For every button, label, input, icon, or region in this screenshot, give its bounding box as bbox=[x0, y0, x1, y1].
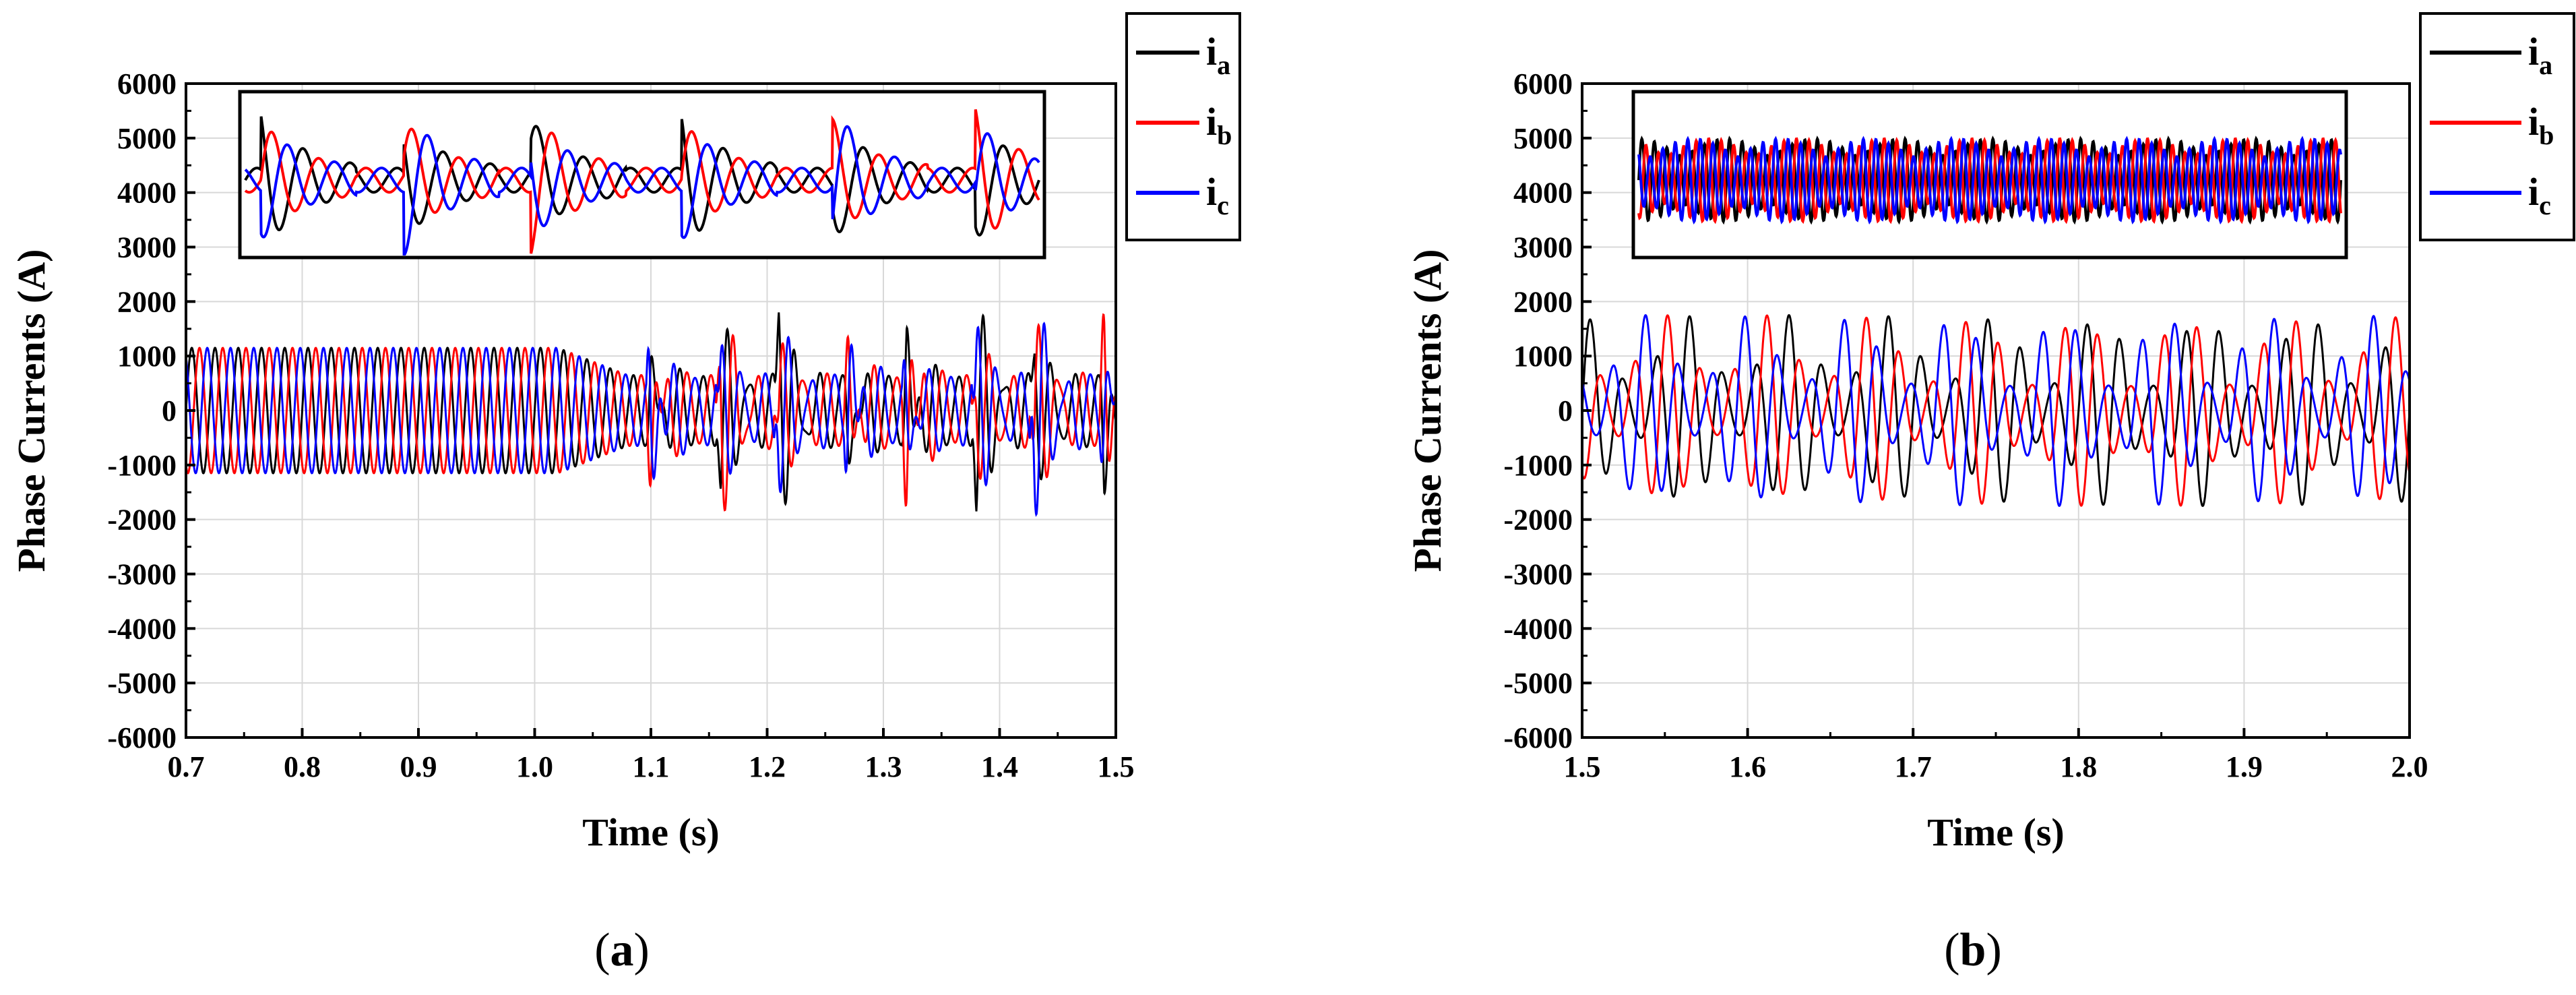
y-tick-label: -5000 bbox=[107, 667, 177, 700]
series-line-ia bbox=[1582, 313, 2410, 508]
y-tick-label: 5000 bbox=[117, 122, 177, 155]
y-tick-label: 1000 bbox=[1513, 340, 1573, 373]
x-tick-label: 0.8 bbox=[284, 750, 321, 783]
x-tick-label: 1.5 bbox=[1564, 750, 1601, 783]
x-tick-label: 0.9 bbox=[400, 750, 437, 783]
traces bbox=[1582, 313, 2410, 508]
x-axis-label: Time (s) bbox=[1927, 810, 2065, 854]
inset-line-ib bbox=[1637, 136, 2342, 224]
y-tick-label: 3000 bbox=[1513, 231, 1573, 264]
inset-line-ia bbox=[1637, 135, 2342, 225]
x-axis-label: Time (s) bbox=[582, 810, 720, 854]
y-tick-label: -6000 bbox=[107, 721, 177, 754]
x-tick-label: 1.2 bbox=[749, 750, 786, 783]
inset-line-ic bbox=[244, 125, 1040, 255]
x-tick-label: 1.7 bbox=[1895, 750, 1932, 783]
inset-line-ic bbox=[1637, 135, 2342, 225]
zoom-inset bbox=[1631, 90, 2348, 260]
x-tick-label: 0.7 bbox=[168, 750, 205, 783]
series-line-ib bbox=[186, 313, 1116, 512]
y-tick-label: 2000 bbox=[1513, 285, 1573, 318]
y-tick-label: 0 bbox=[162, 394, 177, 427]
y-tick-label: -1000 bbox=[107, 449, 177, 482]
series-line-ic bbox=[1582, 314, 2410, 507]
y-tick-label: 6000 bbox=[1513, 67, 1573, 100]
y-tick-label: -5000 bbox=[1503, 667, 1573, 700]
panel-letter: a bbox=[610, 924, 634, 976]
y-axis-label: Phase Currents (A) bbox=[9, 249, 53, 572]
y-tick-label: 1000 bbox=[117, 340, 177, 373]
legend: ia ib ic bbox=[2419, 12, 2575, 241]
x-tick-label: 1.5 bbox=[1098, 750, 1135, 783]
y-axis-label: Phase Currents (A) bbox=[1406, 249, 1449, 572]
y-tick-label: 0 bbox=[1558, 394, 1573, 427]
x-tick-label: 1.9 bbox=[2226, 750, 2263, 783]
x-tick-label: 1.3 bbox=[865, 750, 902, 783]
y-tick-label: 3000 bbox=[117, 231, 177, 264]
x-tick-label: 1.0 bbox=[516, 750, 553, 783]
traces bbox=[186, 312, 1116, 517]
zoom-inset bbox=[238, 90, 1046, 260]
legend-label-ia: ia bbox=[2528, 30, 2552, 80]
y-tick-label: -4000 bbox=[1503, 612, 1573, 645]
x-tick-label: 2.0 bbox=[2391, 750, 2428, 783]
y-tick-label: 4000 bbox=[117, 177, 177, 210]
legend-label-ic: ic bbox=[2528, 170, 2551, 220]
legend-label-ic: ic bbox=[1206, 170, 1229, 220]
y-tick-label: 4000 bbox=[1513, 177, 1573, 210]
y-tick-label: 2000 bbox=[117, 285, 177, 318]
y-tick-label: -2000 bbox=[1503, 504, 1573, 537]
series-line-ia bbox=[186, 312, 1116, 512]
y-tick-label: -4000 bbox=[107, 612, 177, 645]
panel-caption: (a) bbox=[594, 924, 650, 976]
y-tick-label: -2000 bbox=[107, 504, 177, 537]
x-tick-label: 1.6 bbox=[1729, 750, 1766, 783]
x-tick-label: 1.8 bbox=[2060, 750, 2097, 783]
inset-line-ib bbox=[244, 109, 1040, 254]
series-line-ic bbox=[186, 322, 1116, 517]
panel-caption: (b) bbox=[1944, 924, 2002, 976]
y-tick-label: -3000 bbox=[1503, 558, 1573, 591]
series-line-ib bbox=[1582, 314, 2410, 507]
legend-label-ia: ia bbox=[1206, 30, 1230, 80]
y-tick-label: -1000 bbox=[1503, 449, 1573, 482]
y-tick-label: 6000 bbox=[117, 67, 177, 100]
y-tick-label: -3000 bbox=[107, 558, 177, 591]
legend-label-ib: ib bbox=[2528, 100, 2554, 150]
y-tick-label: 5000 bbox=[1513, 122, 1573, 155]
inset-line-ia bbox=[244, 116, 1040, 237]
panel-letter: b bbox=[1960, 924, 1986, 976]
legend-label-ib: ib bbox=[1206, 100, 1232, 150]
inset-frame bbox=[238, 90, 1046, 260]
legend: ia ib ic bbox=[1125, 12, 1241, 241]
x-tick-label: 1.4 bbox=[981, 750, 1018, 783]
y-tick-label: -6000 bbox=[1503, 721, 1573, 754]
x-tick-label: 1.1 bbox=[633, 750, 670, 783]
chart-b: 1.5 1.6 1.7 1.8 1.9 2.0 -6000 -5000 -4000 -3000 -2… bbox=[1406, 12, 2575, 976]
chart-a: 0.7 0.8 0.9 1.0 1.1 1.2 1.3 1.4 1.5 -6000 -5000 -40… bbox=[9, 12, 1241, 976]
